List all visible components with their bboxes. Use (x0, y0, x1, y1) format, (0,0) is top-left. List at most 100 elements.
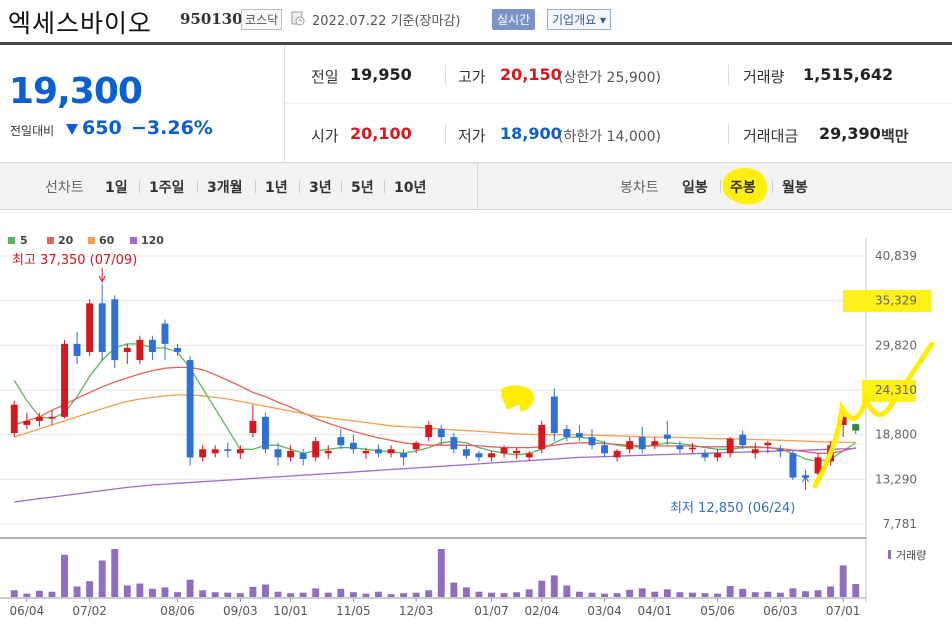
y-tick-label: 40,839 (875, 249, 917, 263)
x-tick-label: 09/03 (223, 604, 258, 618)
candle-body (776, 449, 784, 451)
tab-1year[interactable]: 1년 (265, 180, 288, 196)
legend-ma120: 120 (141, 234, 164, 247)
low-value: 18,900 (500, 124, 562, 143)
candle-body (764, 442, 772, 446)
volume-bar (412, 592, 420, 597)
volume-bar (776, 592, 784, 597)
volume-bar (186, 579, 194, 597)
x-tick-label: 11/05 (336, 604, 371, 618)
candle-body (513, 450, 521, 454)
open-value: 20,100 (350, 124, 412, 143)
candle-body (211, 449, 219, 454)
volume-bar (789, 588, 797, 597)
x-tick-label: 01/07 (474, 604, 509, 618)
candle-body (199, 449, 207, 458)
volume-bar (814, 590, 822, 597)
volume-bar (488, 592, 495, 597)
x-tick-label: 06/03 (763, 604, 798, 618)
volume-bar (148, 588, 156, 597)
volume-bar (199, 590, 207, 597)
volume-bar (450, 582, 458, 597)
price-diff-rate: −3.26% (131, 117, 213, 139)
market-badge: 코스닥 (241, 9, 283, 30)
candle-body (387, 449, 395, 454)
realtime-button[interactable]: 실시간 (492, 9, 536, 30)
candle-body (701, 453, 709, 458)
volume-bar (663, 589, 671, 597)
candle-body (375, 449, 382, 454)
candle-body (224, 449, 232, 451)
candle-body (324, 450, 332, 454)
stock-chart: 5 20 60 120 40,839 35,329 29,820 24,310 18,8… (0, 234, 935, 618)
turnover-unit: 백만 (881, 127, 909, 145)
max-arrow-head (98, 275, 106, 284)
y-tick-label: 29,820 (875, 338, 917, 352)
diff-label: 전일대비 (10, 124, 55, 138)
line-chart-label: 선차트 (45, 180, 84, 196)
volume-bar (852, 584, 860, 597)
volume-bar (86, 581, 94, 597)
volume-bar (613, 593, 621, 597)
ma-line-120 (14, 447, 856, 503)
legend-swatch-ma60 (88, 237, 95, 244)
candle-body (538, 424, 546, 450)
volume-bar (425, 590, 433, 597)
candle-body (462, 449, 470, 456)
ma-line-60 (14, 394, 856, 444)
volume-bar (161, 587, 169, 597)
candle-body (312, 441, 320, 458)
tab-1day[interactable]: 1일 (105, 180, 128, 196)
volume-bar (111, 549, 119, 597)
ma-line-20 (14, 366, 856, 454)
volume-bar (400, 593, 408, 597)
candle-body (136, 339, 144, 361)
x-tick-label: 10/01 (273, 604, 308, 618)
candle-body (651, 441, 659, 446)
tab-weekly-candle[interactable]: 주봉 (730, 180, 756, 196)
candle-body (475, 453, 483, 458)
tab-3year[interactable]: 3년 (309, 180, 332, 196)
highlight-scribble (722, 167, 768, 205)
volume-bar (312, 588, 320, 597)
stock-header: 엑세스바이오 950130 코스닥 2022.07.22 기준(장마감) 실시간… (0, 0, 952, 42)
volume-bar (751, 592, 759, 597)
volume-bar (10, 590, 18, 597)
volume-bar (98, 560, 106, 597)
upper-limit: (상한가 25,900) (558, 70, 662, 86)
candle-body (550, 396, 558, 434)
candle-body (35, 416, 43, 421)
candle-body (349, 442, 357, 450)
low-label: 저가 (458, 127, 486, 145)
candle-body (236, 449, 244, 454)
x-tick-label: 08/06 (160, 604, 195, 618)
volume-bar (437, 549, 445, 597)
candle-body (689, 447, 696, 450)
x-tick-label: 05/06 (700, 604, 735, 618)
tab-5year[interactable]: 5년 (351, 180, 374, 196)
y-tick-label: 7,781 (883, 517, 917, 531)
candle-body (262, 416, 269, 450)
volume-bar (287, 593, 295, 597)
tab-10year[interactable]: 10년 (394, 180, 427, 196)
candle-body (714, 453, 722, 458)
volume-bar (513, 592, 521, 597)
volume-bar (638, 588, 646, 597)
volume-bar (224, 592, 232, 597)
prev-close-label: 전일 (311, 68, 339, 86)
tab-1week[interactable]: 1주일 (149, 180, 185, 196)
turnover-label: 거래대금 (743, 127, 799, 145)
company-overview-dropdown[interactable]: 기업개요 ▾ (547, 9, 611, 30)
candle-body (789, 453, 797, 478)
company-name: 엑세스바이오 (8, 9, 153, 38)
tab-3month[interactable]: 3개월 (207, 180, 243, 196)
volume-value: 1,515,642 (803, 65, 894, 84)
candle-body (676, 445, 684, 450)
volume-bar (35, 590, 43, 597)
tab-monthly-candle[interactable]: 월봉 (782, 180, 808, 196)
candle-body (123, 347, 131, 352)
candle-body (362, 450, 370, 454)
tab-daily-candle[interactable]: 일봉 (682, 180, 708, 196)
candle-body (488, 453, 495, 458)
candle-body (412, 442, 420, 450)
